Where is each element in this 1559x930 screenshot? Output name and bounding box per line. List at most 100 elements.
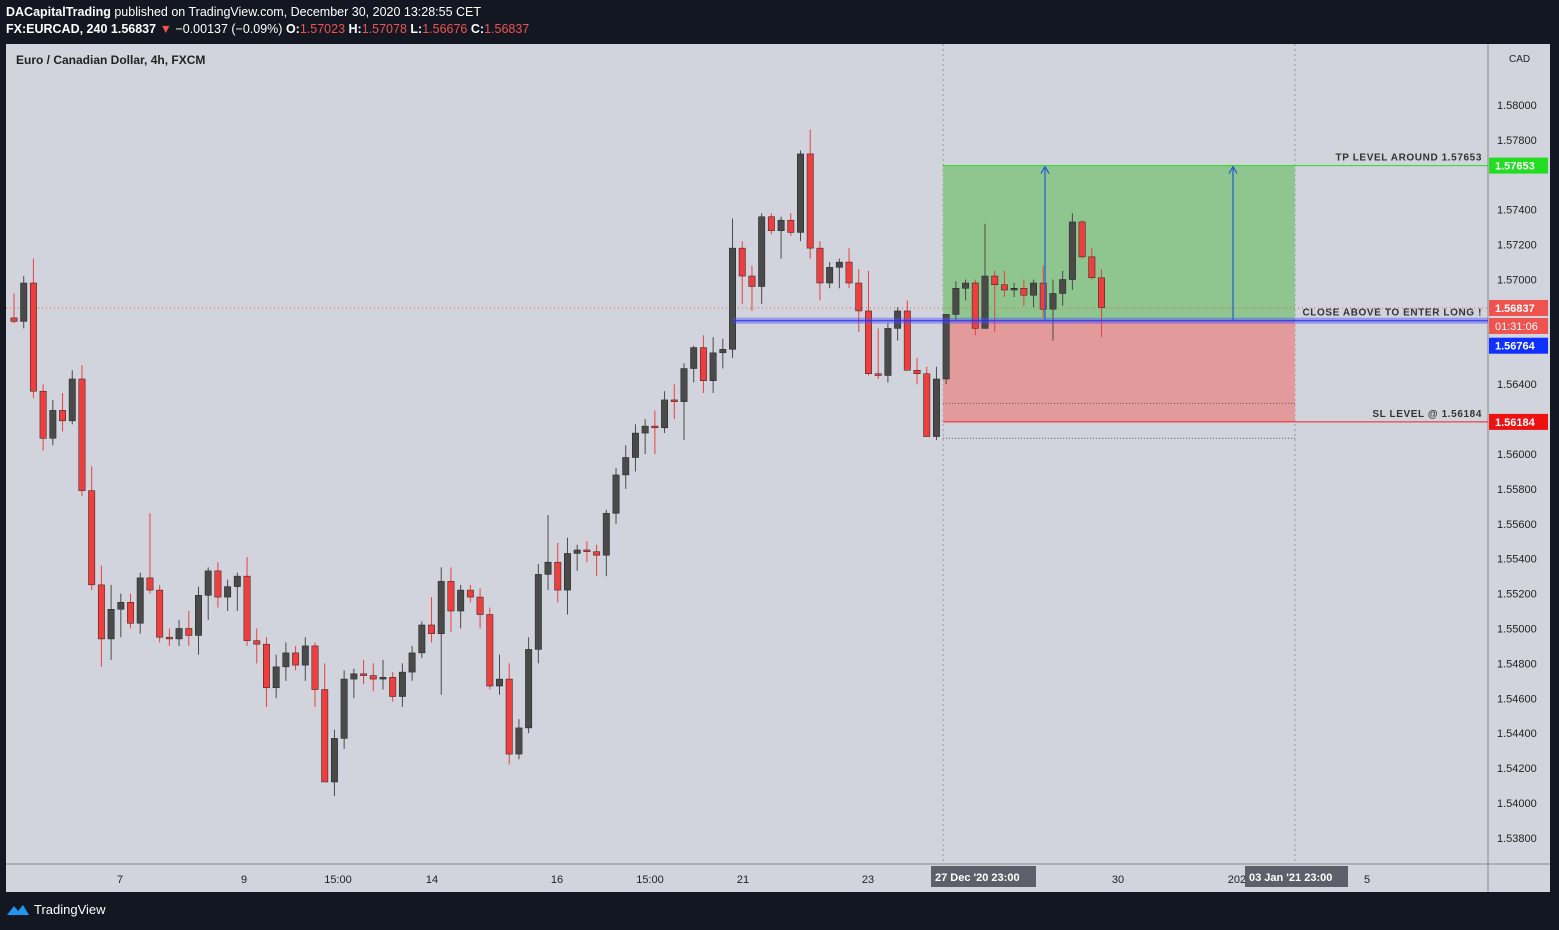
countdown-tag: 01:31:06	[1495, 321, 1538, 333]
open-value: 1.57023	[299, 22, 346, 36]
candle	[991, 275, 999, 286]
published-info: published on TradingView.com, December 3…	[114, 5, 482, 19]
price-tick-label: 1.54200	[1497, 763, 1537, 775]
candle	[835, 261, 843, 268]
candle	[971, 282, 979, 329]
candle	[1000, 284, 1008, 291]
publisher-name[interactable]: DACapitalTrading	[6, 5, 111, 19]
candle	[136, 577, 144, 624]
candle	[360, 673, 368, 676]
candle	[476, 596, 484, 615]
candle	[78, 378, 86, 491]
candle	[573, 549, 581, 554]
price-tick-label: 1.57200	[1497, 240, 1537, 252]
time-tick-label: 7	[117, 874, 123, 886]
price-axis	[1488, 44, 1550, 892]
candle	[369, 675, 377, 680]
last-price: 1.56837	[110, 22, 157, 36]
candle	[1078, 221, 1086, 258]
candle	[874, 373, 882, 376]
price-tick-label: 1.57800	[1497, 135, 1537, 147]
candle	[962, 282, 970, 289]
candle	[253, 640, 261, 645]
candle	[923, 373, 931, 437]
low-value: 1.56676	[422, 22, 468, 36]
price-tick-label: 1.55600	[1497, 519, 1537, 531]
price-tick-label: 1.53800	[1497, 833, 1537, 845]
candle	[816, 247, 824, 284]
candle	[670, 399, 678, 402]
candle	[661, 399, 669, 429]
candle	[709, 352, 717, 381]
candle	[204, 570, 212, 596]
candle	[292, 652, 300, 666]
candle	[389, 677, 397, 697]
price-tick-label: 1.58000	[1497, 100, 1537, 112]
candle	[10, 317, 18, 322]
candle	[981, 275, 989, 329]
candle	[826, 267, 834, 284]
candle	[1068, 221, 1076, 280]
candle	[1030, 282, 1037, 296]
candle	[68, 378, 76, 422]
candle	[855, 282, 863, 312]
candle	[127, 602, 134, 624]
low-label: L:	[410, 22, 423, 36]
level-label: SL LEVEL @ 1.56184	[1372, 409, 1482, 420]
candle	[185, 628, 193, 636]
tp-price-tag: 1.57653	[1495, 161, 1535, 173]
price-tick-label: 1.57400	[1497, 205, 1537, 217]
candle	[865, 310, 872, 374]
candle	[952, 288, 960, 315]
candle	[398, 671, 406, 697]
price-tick-label: 1.55800	[1497, 484, 1537, 496]
take-profit-zone	[943, 165, 1295, 321]
candle	[1088, 256, 1096, 279]
chart-title: Euro / Canadian Dollar, 4h, FXCM	[16, 53, 205, 67]
open-label: O:	[285, 22, 300, 36]
price-tick-label: 1.54400	[1497, 728, 1537, 740]
candle	[418, 624, 426, 654]
currency-label: CAD	[1509, 54, 1530, 65]
date-label-bg	[1245, 866, 1348, 887]
candle	[59, 410, 66, 422]
price-tick-label: 1.54600	[1497, 693, 1537, 705]
candle	[777, 219, 785, 231]
footer-brand[interactable]: TradingView	[34, 902, 106, 917]
candle	[1020, 288, 1028, 296]
target-arrowhead-icon	[1228, 165, 1238, 174]
candle	[797, 153, 804, 233]
candle	[719, 349, 727, 354]
candle	[214, 570, 222, 598]
candle	[1039, 282, 1047, 310]
candle	[457, 589, 465, 612]
candle	[311, 645, 319, 690]
candle	[146, 577, 154, 591]
candle	[729, 247, 736, 350]
countdown-tag-bg	[1489, 317, 1548, 334]
sl-price-tag: 1.56184	[1495, 417, 1536, 429]
candle	[496, 678, 503, 687]
candle	[767, 216, 775, 231]
candle	[612, 474, 620, 514]
candle	[942, 314, 950, 380]
time-tick-label: 15:00	[636, 874, 664, 886]
candle	[1098, 277, 1105, 308]
candle	[107, 609, 115, 640]
candle	[593, 551, 601, 556]
candle	[330, 738, 338, 783]
candle	[651, 425, 659, 429]
last-price-tag: 1.56837	[1495, 303, 1535, 315]
candle	[88, 490, 96, 586]
candle	[564, 553, 571, 591]
high-value: 1.57078	[361, 22, 407, 36]
candle	[175, 628, 183, 640]
time-tick-label: 9	[241, 874, 247, 886]
candle	[680, 368, 688, 402]
stop-loss-zone	[943, 320, 1295, 422]
target-arrowhead-icon	[1040, 165, 1050, 174]
price-tick-label: 1.55000	[1497, 623, 1537, 635]
candle	[583, 549, 591, 552]
candle	[165, 636, 173, 640]
